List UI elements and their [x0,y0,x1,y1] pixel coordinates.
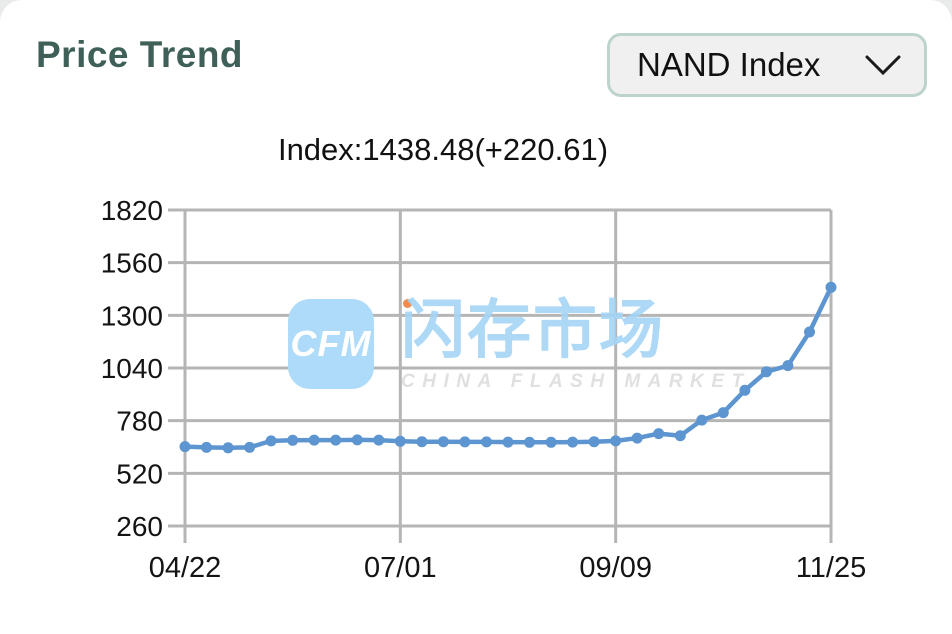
data-point[interactable] [739,384,751,396]
data-point[interactable] [287,434,299,446]
data-point[interactable] [481,436,492,448]
data-point[interactable] [502,436,514,448]
y-axis-label: 1560 [101,248,163,279]
data-point[interactable] [351,434,363,446]
data-point[interactable] [825,281,837,293]
y-axis-label: 260 [116,511,163,542]
watermark-accent-dot [403,299,412,308]
data-point[interactable] [308,434,320,446]
data-point[interactable] [330,434,342,446]
data-point[interactable] [265,435,277,447]
index-selector-dropdown[interactable]: NAND Index [607,33,927,97]
data-point[interactable] [373,434,385,446]
data-point[interactable] [459,436,471,448]
index-selector-value: NAND Index [637,46,821,83]
chart-index-value: Index:1438.48(+220.61) [277,132,609,167]
data-point[interactable] [545,436,557,448]
data-point[interactable] [437,436,449,448]
x-axis-label: 04/22 [149,552,222,584]
series-line [182,285,834,451]
x-axis-label: 11/25 [796,552,866,584]
data-point[interactable] [782,360,794,372]
data-point[interactable] [631,432,643,444]
data-point[interactable] [567,436,579,448]
cfm-logo-text: CFM [290,323,372,364]
y-axis-label: 520 [116,458,163,489]
data-point[interactable] [653,428,665,440]
data-point[interactable] [394,435,406,447]
data-point[interactable] [717,407,729,419]
data-point[interactable] [674,430,686,442]
y-axis-label: 1040 [101,353,163,384]
x-axis-label: 07/01 [364,552,437,584]
y-axis-label: 1300 [101,300,163,331]
data-point[interactable] [244,441,256,453]
watermark: CFM 闪存市场 CHINA FLASH MARKET [288,295,743,394]
x-axis-label: 09/09 [579,552,652,584]
data-point[interactable] [760,366,772,378]
cfm-logo-badge: CFM [288,299,374,389]
data-point[interactable] [610,435,622,447]
data-point[interactable] [804,326,815,338]
data-point[interactable] [416,436,428,448]
data-point[interactable] [588,436,600,448]
data-point[interactable] [696,414,708,426]
y-axis-label: 1820 [101,195,163,226]
data-point[interactable] [524,436,535,448]
page-title: Price Trend [36,34,244,75]
data-point[interactable] [179,441,191,453]
chevron-down-icon [865,55,901,76]
data-point[interactable] [201,441,212,453]
watermark-cjk-text: 闪存市场 [401,294,665,366]
data-point[interactable] [222,442,234,454]
watermark-subtext: CHINA FLASH MARKET [401,371,751,392]
y-axis-label: 780 [116,406,163,437]
